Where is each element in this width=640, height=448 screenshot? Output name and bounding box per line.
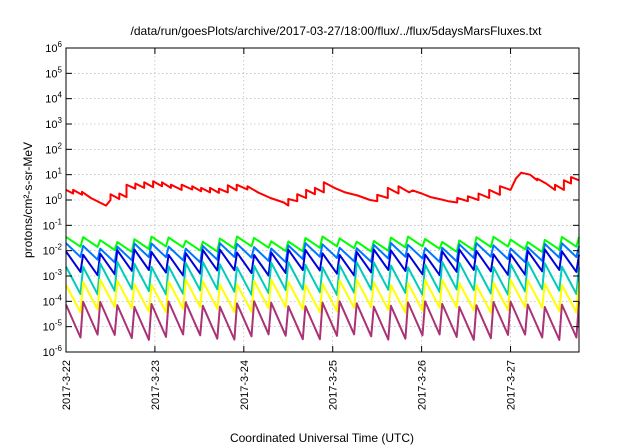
x-tick-label: 2017-3-27 bbox=[506, 360, 518, 410]
y-tick-base: 10 bbox=[45, 94, 57, 106]
y-tick-base: 10 bbox=[43, 347, 55, 359]
y-tick-label: 104 bbox=[45, 91, 62, 106]
y-tick-exponent: 1 bbox=[58, 167, 63, 176]
y-tick-base: 10 bbox=[43, 246, 55, 258]
y-tick-exponent: -2 bbox=[55, 243, 63, 252]
y-tick-exponent: -4 bbox=[55, 293, 63, 302]
y-tick-base: 10 bbox=[43, 322, 55, 334]
y-tick-label: 10-2 bbox=[43, 243, 63, 258]
y-tick-label: 10-4 bbox=[43, 293, 63, 308]
series-line bbox=[65, 300, 580, 341]
y-tick-label: 102 bbox=[45, 141, 62, 156]
y-tick-base: 10 bbox=[43, 296, 55, 308]
y-tick-label: 105 bbox=[45, 65, 62, 80]
y-tick-exponent: 3 bbox=[58, 116, 63, 125]
x-tick-label: 2017-3-25 bbox=[328, 360, 340, 410]
series-line bbox=[65, 248, 580, 277]
y-tick-exponent: -6 bbox=[55, 344, 63, 353]
series-line bbox=[65, 260, 580, 296]
chart-title: /data/run/goesPlots/archive/2017-03-27/1… bbox=[131, 24, 543, 38]
y-tick-exponent: 6 bbox=[58, 40, 63, 49]
series-line bbox=[65, 242, 580, 264]
y-tick-label: 10-5 bbox=[43, 319, 63, 334]
y-tick-base: 10 bbox=[43, 271, 55, 283]
x-tick-label: 2017-3-24 bbox=[239, 360, 251, 410]
series-line bbox=[65, 235, 580, 253]
series-layer bbox=[65, 171, 580, 341]
y-tick-exponent: 2 bbox=[58, 141, 63, 150]
series-line bbox=[65, 278, 580, 314]
y-tick-label: 103 bbox=[45, 116, 62, 131]
y-tick-label: 101 bbox=[45, 167, 62, 182]
y-tick-exponent: 5 bbox=[58, 65, 63, 74]
y-tick-base: 10 bbox=[45, 170, 57, 182]
y-tick-label: 10-3 bbox=[43, 268, 63, 283]
y-tick-label: 106 bbox=[45, 40, 62, 55]
y-tick-label: 100 bbox=[45, 192, 62, 207]
y-tick-base: 10 bbox=[45, 119, 57, 131]
x-axis-title: Coordinated Universal Time (UTC) bbox=[230, 431, 414, 445]
y-tick-exponent: -1 bbox=[55, 217, 63, 226]
y-tick-exponent: -5 bbox=[55, 319, 63, 328]
y-tick-base: 10 bbox=[43, 220, 55, 232]
y-tick-exponent: -3 bbox=[55, 268, 63, 277]
y-tick-base: 10 bbox=[45, 144, 57, 156]
ticks: 10-610-510-410-310-210-11001011021031041… bbox=[43, 40, 579, 410]
y-tick-label: 10-6 bbox=[43, 344, 63, 359]
y-tick-exponent: 4 bbox=[58, 91, 63, 100]
x-tick-label: 2017-3-22 bbox=[61, 360, 73, 410]
y-tick-label: 10-1 bbox=[43, 217, 63, 232]
y-tick-base: 10 bbox=[45, 68, 57, 80]
x-tick-label: 2017-3-26 bbox=[417, 360, 429, 410]
y-axis-title: protons/cm²-s-sr-MeV bbox=[21, 142, 35, 258]
x-tick-label: 2017-3-23 bbox=[150, 360, 162, 410]
y-tick-exponent: 0 bbox=[58, 192, 63, 201]
y-tick-base: 10 bbox=[45, 43, 57, 55]
y-tick-base: 10 bbox=[45, 195, 57, 207]
series-line bbox=[65, 171, 580, 207]
